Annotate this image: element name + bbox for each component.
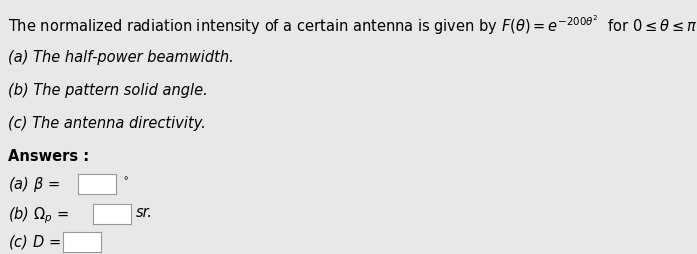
Text: (b) $\Omega_p$ =: (b) $\Omega_p$ = [8,205,69,226]
Text: (a) The half-power beamwidth.: (a) The half-power beamwidth. [8,50,233,65]
Text: (c) The antenna directivity.: (c) The antenna directivity. [8,116,206,131]
Text: Answers :: Answers : [8,149,89,164]
Text: $^\circ$: $^\circ$ [120,175,129,190]
Text: (c) $D$ =: (c) $D$ = [8,233,61,251]
Text: (a) $\beta$ =: (a) $\beta$ = [8,175,60,194]
Text: sr.: sr. [136,205,153,220]
Text: (b) The pattern solid angle.: (b) The pattern solid angle. [8,83,208,98]
Text: The normalized radiation intensity of a certain antenna is given by $F(\theta) =: The normalized radiation intensity of a … [8,13,697,37]
